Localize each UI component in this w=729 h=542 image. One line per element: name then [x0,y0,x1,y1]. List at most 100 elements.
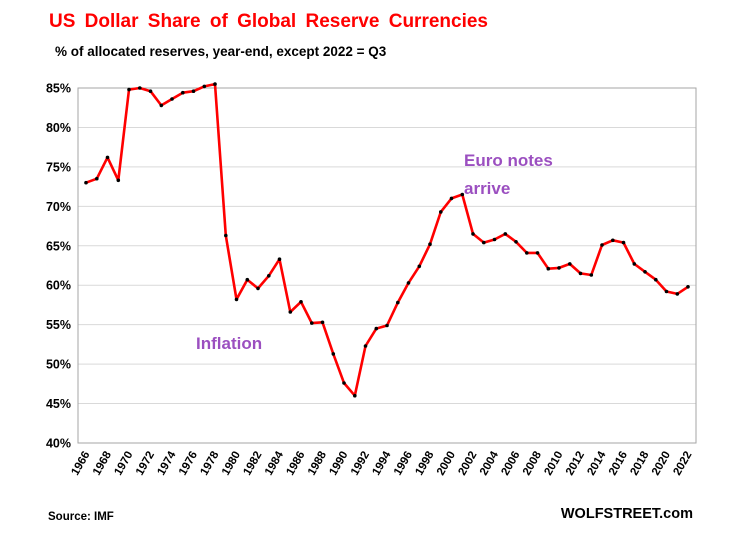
data-point [686,285,690,289]
data-point [589,273,594,277]
data-point [148,89,153,93]
data-point [675,292,680,296]
data-point [105,155,110,160]
data-point [116,178,121,183]
data-point [525,251,529,255]
chart-title: US Dollar Share of Global Reserve Curren… [49,11,488,32]
data-point [213,82,217,86]
data-point [578,271,583,276]
data-point [396,300,400,305]
y-tick-label: 80% [46,121,71,135]
x-tick-label: 1966 [69,450,92,478]
data-point [439,210,443,214]
data-point [288,310,293,314]
x-tick-label: 1998 [413,449,436,478]
data-point [428,242,432,246]
x-tick-label: 1974 [155,449,178,478]
annotation-inflation: Inflation [196,334,263,353]
y-tick-label: 65% [46,239,71,253]
x-tick-label: 1984 [263,449,286,478]
data-point [621,240,626,245]
x-tick-label: 1990 [327,450,350,478]
data-point [245,277,250,282]
x-tick-label: 1978 [198,449,221,478]
data-point [643,270,647,274]
data-point [299,300,303,304]
x-tick-label: 2018 [628,449,651,478]
x-tick-label: 2016 [607,450,630,478]
x-tick-label: 2008 [521,449,544,478]
line-chart: 40% 45% 50% 55% 60% 65% 70% 75% 80% 85% 1966 1968 19… [0,70,729,500]
data-point [342,381,346,385]
data-point [159,103,164,108]
data-point [95,176,99,181]
watermark-label: WOLFSTREET.com [560,506,693,522]
data-point [84,180,88,185]
x-tick-label: 1982 [241,450,264,478]
data-point [514,240,518,244]
x-tick-label: 2004 [478,449,501,478]
annotation-euro-notes-arrive: Euro notes arrive [464,151,553,198]
data-point [406,281,411,285]
data-point [374,326,379,331]
chart-svg: 40%45%50%55%60%65%70%75%80%85%1966196819… [46,82,697,478]
x-tick-label: 2012 [564,450,587,478]
data-point [331,352,336,356]
data-point [492,237,497,242]
y-tick-label: 70% [46,200,71,214]
data-point [353,393,357,398]
x-tick-label: 1992 [349,450,372,478]
data-point [224,233,228,238]
data-point [234,297,239,302]
data-point [460,192,465,197]
data-point [320,320,325,325]
data-point [471,232,475,236]
data-point [568,262,572,266]
data-point [202,84,207,89]
y-tick-label: 75% [46,160,71,174]
data-point [557,266,561,270]
data-point [482,240,486,245]
data-point [654,277,658,282]
data-point [256,286,260,291]
data-point [181,90,185,95]
y-tick-label: 55% [46,318,71,332]
x-tick-label: 2022 [671,450,694,478]
plot-border [77,87,697,444]
x-tick-label: 1996 [392,450,415,478]
data-point [664,289,669,294]
data-point [127,87,131,92]
data-point [449,196,454,201]
data-point [535,251,540,255]
x-tick-label: 1986 [284,450,307,478]
data-point [170,97,174,101]
data-point [611,238,615,243]
chart-subtitle: % of allocated reserves, year-end, excep… [55,44,387,59]
x-tick-label: 2014 [585,449,608,478]
source-label: Source: IMF [48,511,114,523]
x-tick-label: 1994 [370,449,393,478]
y-tick-label: 40% [46,437,71,451]
data-point [632,262,637,266]
x-tick-label: 1972 [134,450,157,478]
y-tick-label: 50% [46,358,71,372]
y-tick-label: 45% [46,397,71,411]
data-point [503,232,508,236]
data-point [191,89,196,93]
x-tick-label: 1988 [306,449,329,478]
data-point [267,274,271,278]
data-point [417,264,422,269]
x-tick-label: 2002 [456,450,479,478]
series-line [84,82,690,398]
x-tick-label: 2006 [499,450,522,478]
x-tick-label: 1980 [220,450,243,478]
data-point [277,257,282,261]
x-tick-label: 2000 [435,450,458,478]
data-point [138,86,142,90]
data-point [310,321,314,325]
y-tick-label: 60% [46,279,71,293]
x-tick-label: 1968 [91,449,114,478]
data-point [363,344,368,348]
data-point [600,243,604,247]
